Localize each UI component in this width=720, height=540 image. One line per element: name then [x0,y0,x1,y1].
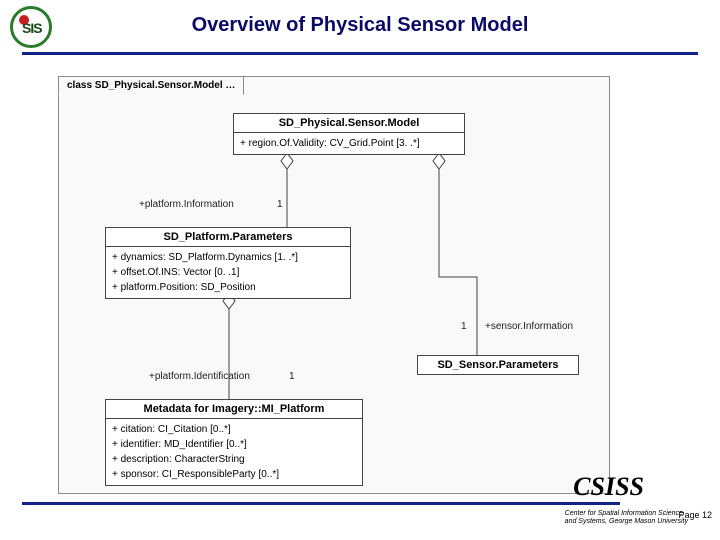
attr-row: + citation: CI_Citation [0..*] [112,422,356,437]
page-title: Overview of Physical Sensor Model [0,14,720,37]
assoc-label: +platform.Identification [149,371,250,382]
class-title: SD_Sensor.Parameters [418,356,578,374]
assoc-label: +platform.Information [139,199,234,210]
class-model: SD_Physical.Sensor.Model + region.Of.Val… [233,113,465,155]
attr-row: + identifier: MD_Identifier [0..*] [112,437,356,452]
header: SIS Overview of Physical Sensor Model [0,0,720,56]
class-title: Metadata for Imagery::MI_Platform [106,400,362,419]
footer-rule [22,502,620,505]
multiplicity: 1 [289,371,295,382]
footer-line1: Center for Spatial Information Science [565,510,683,517]
attr-row: + platform.Position: SD_Position [112,280,344,295]
attr-row: + sponsor: CI_ResponsibleParty [0..*] [112,467,356,482]
footer-logo: CSISS [573,472,644,502]
assoc-label: +sensor.Information [485,321,573,332]
class-attrs: + citation: CI_Citation [0..*]+ identifi… [106,419,362,485]
multiplicity: 1 [277,199,283,210]
class-title: SD_Platform.Parameters [106,228,350,247]
multiplicity: 1 [461,321,467,332]
attr-row: + dynamics: SD_Platform.Dynamics [1. .*] [112,250,344,265]
page-number: Page 12 [678,510,712,520]
attr-row: + offset.Of.INS: Vector [0. .1] [112,265,344,280]
class-title: SD_Physical.Sensor.Model [234,114,464,133]
class-attrs: + dynamics: SD_Platform.Dynamics [1. .*]… [106,247,350,298]
class-attrs: + region.Of.Validity: CV_Grid.Point [3. … [234,133,464,154]
class-sensor: SD_Sensor.Parameters [417,355,579,375]
uml-diagram: class SD_Physical.Sensor.Model … SD_Phys… [58,76,610,494]
attr-row: + region.Of.Validity: CV_Grid.Point [3. … [240,136,458,151]
header-rule [22,52,698,55]
class-platform: SD_Platform.Parameters + dynamics: SD_Pl… [105,227,351,299]
footer-line2: and Systems, George Mason University [565,518,688,525]
footer-affiliation: Center for Spatial Information Science a… [565,510,688,525]
attr-row: + description: CharacterString [112,452,356,467]
diagram-tab: class SD_Physical.Sensor.Model … [58,76,244,95]
class-metadata: Metadata for Imagery::MI_Platform + cita… [105,399,363,486]
